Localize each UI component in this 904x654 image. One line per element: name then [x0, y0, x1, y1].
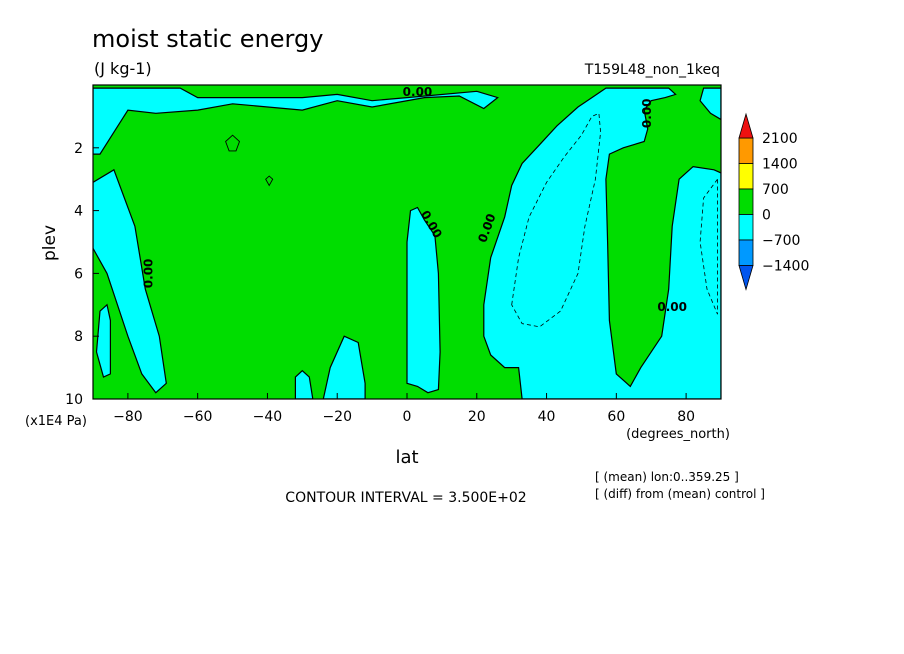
colorbar: 2100 1400 700 0 −700 −1400 [738, 112, 809, 291]
x-axis-ticks: −80 −60 −40 −20 0 20 40 60 80 [113, 393, 695, 425]
contour-label: 0.00 [141, 259, 155, 289]
zero-contour-sh-polar-blob [95, 303, 111, 378]
region-top-strip [93, 88, 498, 155]
x-axis-units: (degrees_north) [626, 427, 730, 442]
y-axis-units: (x1E4 Pa) [25, 414, 87, 429]
x-tick-label: −20 [322, 409, 352, 425]
colorbar-label: 0 [762, 208, 771, 224]
zero-contour-sh-polar-lobe [93, 168, 167, 394]
region-nh-mid-column [483, 88, 721, 399]
contour-label: 0.00 [657, 300, 687, 314]
region-sh-bottom-lobe-2 [323, 336, 366, 399]
region-sh-polar-blob [96, 304, 111, 377]
dashed-contour-nh-dashed-right [699, 177, 718, 315]
y-tick-label: 8 [74, 329, 83, 345]
y-tick-label: 4 [74, 204, 83, 220]
x-tick-label: −60 [183, 409, 213, 425]
x-tick-label: 0 [403, 409, 412, 425]
colorbar-top-arrow [738, 112, 754, 139]
closed-contour-small-ring-2 [265, 175, 274, 187]
contour-label: 0.00 [640, 98, 654, 128]
colorbar-band [738, 163, 754, 190]
colorbar-label: 700 [762, 182, 789, 198]
note-diff: [ (diff) from (mean) control ] [595, 487, 765, 501]
run-label: T159L48_non_1keq [584, 62, 720, 78]
zero-contour-sh-bottom-lobe-1 [294, 369, 314, 399]
zero-contour-nh-mid-column [483, 87, 721, 399]
zero-contour-nh-top-blob [699, 87, 721, 121]
y-axis-label: plev [40, 225, 60, 261]
y-tick-label: 6 [74, 266, 83, 282]
region-nh-top-blob [700, 88, 721, 120]
region-equatorial-column [407, 207, 441, 393]
colorbar-label: −1400 [762, 259, 809, 275]
contour-label: 0.00 [403, 85, 433, 99]
closed-contour-small-ring-1 [225, 134, 241, 152]
chart-title: moist static energy [92, 25, 323, 53]
colorbar-label: 1400 [762, 157, 798, 173]
region-sh-polar-lobe [93, 169, 167, 393]
chart-units: (J kg-1) [94, 59, 152, 78]
x-tick-label: −80 [113, 409, 143, 425]
x-tick-label: 20 [468, 409, 486, 425]
colorbar-band [738, 214, 754, 241]
x-tick-label: 80 [677, 409, 695, 425]
y-tick-label: 10 [65, 392, 83, 408]
zero-contour-top-strip [93, 87, 499, 155]
contour-labels: 0.000.000.00 0.000.000.00 [141, 85, 687, 314]
colorbar-band [738, 188, 754, 215]
zero-contour-equatorial-column [406, 206, 441, 394]
region-sh-bottom-lobe-1 [295, 370, 313, 399]
x-tick-label: −40 [253, 409, 283, 425]
colorbar-label: −700 [762, 233, 800, 249]
zero-contour-sh-bottom-lobe-2 [322, 335, 366, 399]
colorbar-label: 2100 [762, 131, 798, 147]
colorbar-band [738, 137, 754, 164]
y-tick-label: 2 [74, 141, 83, 157]
colorbar-band [738, 239, 754, 266]
x-axis-label: lat [395, 447, 418, 468]
y-axis-ticks: 2 4 6 8 10 [65, 141, 99, 408]
x-tick-label: 40 [538, 409, 556, 425]
x-tick-label: 60 [607, 409, 625, 425]
plot-area: 0.000.000.00 0.000.000.00 [93, 85, 721, 399]
shaded-regions [93, 88, 721, 399]
dashed-contour-nh-dashed-inner [511, 112, 602, 328]
note-mean-lon: [ (mean) lon:0..359.25 ] [595, 470, 739, 484]
colorbar-bottom-arrow [738, 265, 754, 291]
contour-lines [93, 87, 721, 399]
contour-interval: CONTOUR INTERVAL = 3.500E+02 [285, 490, 526, 506]
